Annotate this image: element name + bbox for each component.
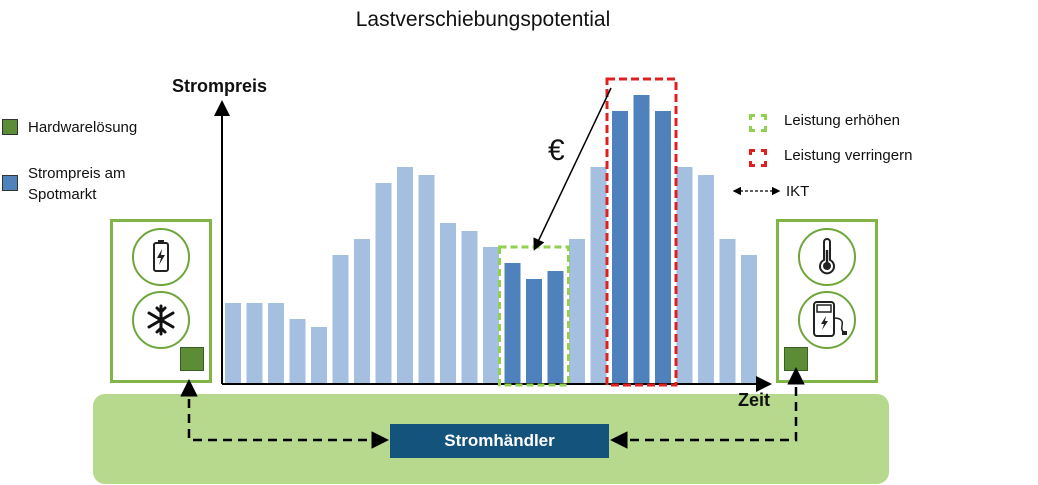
bar-17 [590,167,607,383]
bar-2 [268,303,284,383]
ikt-link-left [180,379,389,449]
bar-13 [504,263,521,383]
bar-6 [354,239,370,383]
bar-16 [569,239,585,383]
snowflake-icon [132,291,190,349]
legend-label-hardware: Hardwarelösung [28,119,138,136]
bar-group [225,95,757,383]
battery-charging-icon [132,228,190,286]
bar-15 [547,271,564,383]
legend-swatch-decrease [749,149,767,167]
diagram-title: Lastverschiebungspotential [355,8,611,31]
bar-8 [397,167,413,383]
bar-24 [741,255,757,383]
bar-4 [311,327,327,383]
bar-3 [289,319,306,383]
left-hardware-square [180,347,204,371]
legend-label-decrease: Leistung verringern [784,147,913,164]
bar-1 [246,303,263,383]
bar-9 [418,175,435,383]
bar-14 [526,279,542,383]
legend-swatch-increase [749,114,767,132]
bar-0 [225,303,241,383]
bar-12 [483,247,499,383]
bar-5 [332,255,349,383]
thermometer-icon [798,228,856,286]
x-axis-label: Zeit [738,390,771,410]
ikt-label: IKT [786,183,810,200]
bar-21 [676,167,693,383]
bar-19 [633,95,650,383]
trader-box: Stromhändler [390,424,609,458]
bar-10 [440,223,456,383]
bar-11 [461,231,478,383]
legend-label-spotmarket: Strompreis am Spotmarkt [28,165,126,203]
legend-swatch-hardware [2,119,18,135]
bar-23 [719,239,736,383]
bar-20 [655,111,671,383]
ikt-link-right [610,367,805,449]
bar-22 [698,175,714,383]
legend-label-increase: Leistung erhöhen [784,112,900,129]
euro-symbol: € [548,134,565,167]
bar-7 [375,183,392,383]
bar-18 [612,111,628,383]
shift-arrow [533,87,612,251]
ev-charger-icon [798,291,856,349]
legend-swatch-spotmarket [2,175,18,191]
y-axis-label: Strompreis [172,76,268,96]
